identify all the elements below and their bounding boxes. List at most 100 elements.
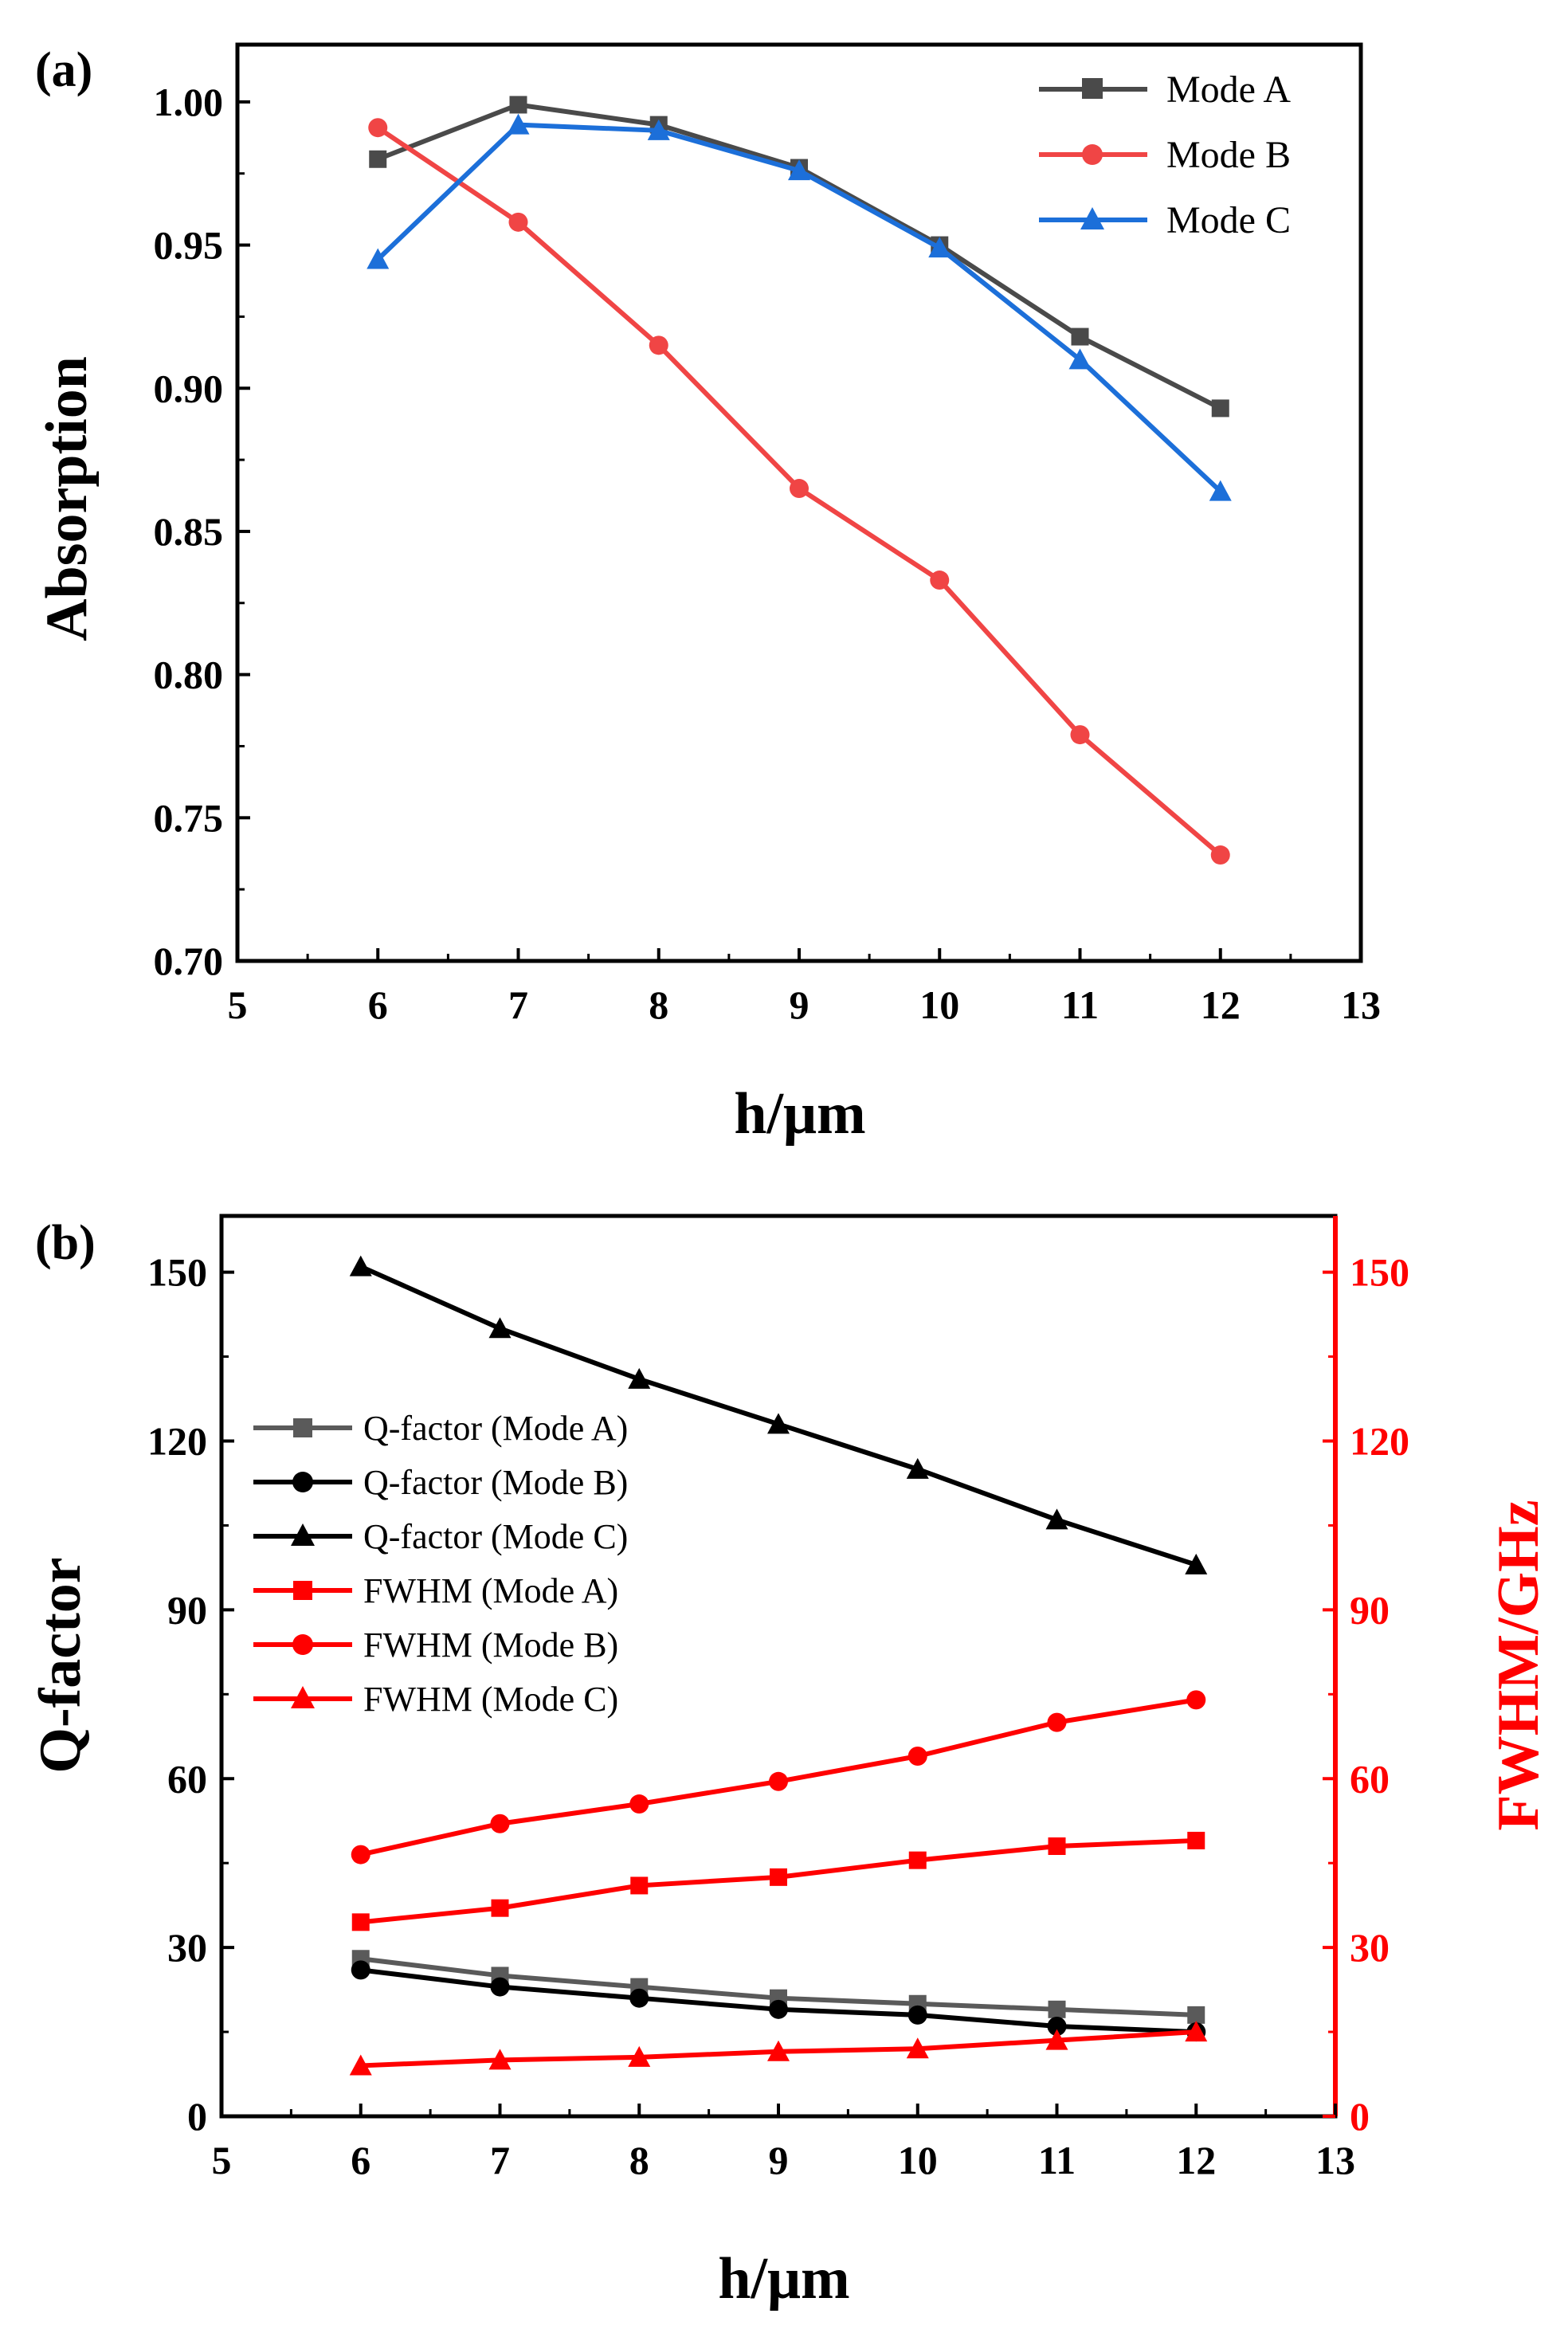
panel-b-legend: Q-factor (Mode A) Q-factor (Mode B) Q-fa… [253,1409,628,1719]
point-q-factor-mode-c-h12 [1185,1553,1208,1574]
x-tick-label-10: 10 [898,2138,938,2182]
x-tick-label-8: 8 [649,982,668,1027]
x-tick-label-9: 9 [769,2138,789,2182]
point-q-factor-mode-c-h8 [628,1367,651,1389]
legend-marker-q-mode-b [292,1472,313,1492]
point-fwhm-mode-a-h9 [770,1868,787,1886]
point-q-factor-mode-b-h6 [351,1960,370,1980]
series-mode-c [367,113,1232,501]
legend-label-mode-c: Mode C [1166,199,1291,241]
y2-tick-label-120: 120 [1350,1419,1409,1464]
point-fwhm-mode-c-h12 [1185,2021,1208,2042]
x-tick-label-8: 8 [629,2138,649,2182]
point-mode-c-h7 [507,113,530,135]
point-q-factor-mode-b-h8 [629,1988,649,2008]
point-fwhm-mode-b-h6 [351,1845,370,1865]
point-fwhm-mode-c-h10 [906,2037,929,2059]
y-tick-label-150: 150 [147,1250,207,1295]
y-tick-label-0.9: 0.90 [154,366,224,410]
y-tick-label-60: 60 [167,1756,207,1801]
point-mode-b-h10 [930,571,950,590]
point-fwhm-mode-c-h11 [1045,2029,1068,2050]
x-tick-label-6: 6 [351,2138,370,2182]
y-tick-label-30: 30 [167,1925,207,1970]
x-tick-label-5: 5 [212,2138,232,2182]
x-tick-label-5: 5 [228,982,248,1027]
panel-b-qfactor-fwhm-chart: (b) 5 6 7 8 9 10 11 12 1303060901201500306090120… [28,1214,1551,2312]
point-mode-c-h11 [1068,348,1092,370]
legend-marker-mode-c [1080,207,1104,229]
point-fwhm-mode-b-h7 [490,1814,510,1833]
series-fwhm-mode-c [349,2021,1208,2076]
y-tick-label-90: 90 [167,1587,207,1632]
panel-a-ticks: 5 6 7 8 9 10 11 12 13 0.70 0.75 0.80 0.85 0.90 0.95 1.0… [154,80,1382,1027]
point-fwhm-mode-c-h8 [628,2045,651,2067]
x-tick-label-12: 12 [1176,2138,1216,2182]
point-fwhm-mode-c-h7 [488,2049,512,2070]
y2-tick-label-150: 150 [1350,1250,1409,1295]
point-fwhm-mode-a-h12 [1187,1831,1205,1849]
legend-label-mode-b: Mode B [1166,134,1291,176]
point-q-factor-mode-b-h10 [907,2005,927,2025]
point-mode-b-h11 [1070,725,1090,745]
point-q-factor-mode-c-h6 [349,1255,372,1276]
point-fwhm-mode-c-h9 [767,2040,790,2061]
point-mode-c-h10 [928,237,951,258]
panel-b-plot-frame [219,1214,1338,2119]
y-tick-label-0.85: 0.85 [154,509,224,554]
legend-label-q-mode-c: Q-factor (Mode C) [363,1517,628,1556]
point-fwhm-mode-a-h6 [351,1913,370,1931]
x-tick-label-7: 7 [508,982,528,1027]
x-tick-label-7: 7 [490,2138,510,2182]
panel-b-y2-axis-title: FWHM/GHz [1486,1500,1551,1830]
point-q-factor-mode-a-h11 [1048,2000,1066,2018]
point-fwhm-mode-b-h11 [1047,1712,1067,1732]
legend-label-q-mode-a: Q-factor (Mode A) [363,1409,628,1448]
point-mode-a-h7 [509,96,527,114]
panel-a-absorption-chart: (a) 5 6 7 8 9 10 11 12 13 0.70 0.75 0.80 0.85 0.90 0.9… [34,42,1382,1147]
point-mode-b-h12 [1210,845,1230,865]
panel-a-y-axis-title: Absorption [34,356,100,641]
legend-marker-mode-b [1082,144,1103,165]
point-mode-c-h6 [367,248,390,269]
y-tick-label-0.7: 0.70 [154,939,224,983]
y-tick-label-0.95: 0.95 [154,223,224,268]
series-fwhm-mode-b [351,1690,1206,1865]
point-mode-b-h6 [368,118,388,138]
point-q-factor-mode-c-h9 [767,1413,790,1434]
panel-b-series [349,1255,1208,2076]
point-q-factor-mode-b-h7 [490,1977,510,1997]
legend-marker-q-mode-c [291,1523,315,1546]
point-fwhm-mode-a-h11 [1048,1837,1066,1855]
legend-label-fwhm-mode-c: FWHM (Mode C) [363,1680,618,1719]
x-tick-label-12: 12 [1201,982,1241,1027]
point-q-factor-mode-c-h11 [1045,1508,1068,1530]
panel-b-label: (b) [35,1216,96,1270]
legend-label-fwhm-mode-b: FWHM (Mode B) [363,1625,618,1665]
point-fwhm-mode-b-h10 [907,1747,927,1766]
y-tick-label-0.75: 0.75 [154,795,224,840]
point-fwhm-mode-c-h6 [349,2054,372,2076]
point-mode-c-h12 [1209,480,1232,501]
x-tick-label-13: 13 [1341,982,1381,1027]
panel-a-series [367,96,1232,865]
y-tick-label-120: 120 [147,1419,207,1464]
legend-marker-fwhm-mode-a [293,1581,312,1600]
x-tick-label-9: 9 [790,982,809,1027]
x-tick-label-11: 11 [1038,2138,1076,2182]
point-fwhm-mode-b-h12 [1186,1690,1206,1710]
point-fwhm-mode-b-h9 [769,1771,788,1791]
panel-b-y-axis-title: Q-factor [28,1557,93,1773]
legend-marker-fwhm-mode-c [291,1686,315,1708]
point-q-factor-mode-c-h7 [488,1317,512,1339]
legend-label-fwhm-mode-a: FWHM (Mode A) [363,1571,618,1610]
point-q-factor-mode-a-h12 [1187,2006,1205,2024]
panel-a-label: (a) [35,43,92,97]
x-tick-label-10: 10 [919,982,959,1027]
series-q-factor-mode-b [351,1960,1206,2042]
y-tick-label-0.8: 0.80 [154,653,224,697]
panel-a-plot-frame [235,42,1363,963]
point-q-factor-mode-b-h11 [1047,2017,1067,2036]
